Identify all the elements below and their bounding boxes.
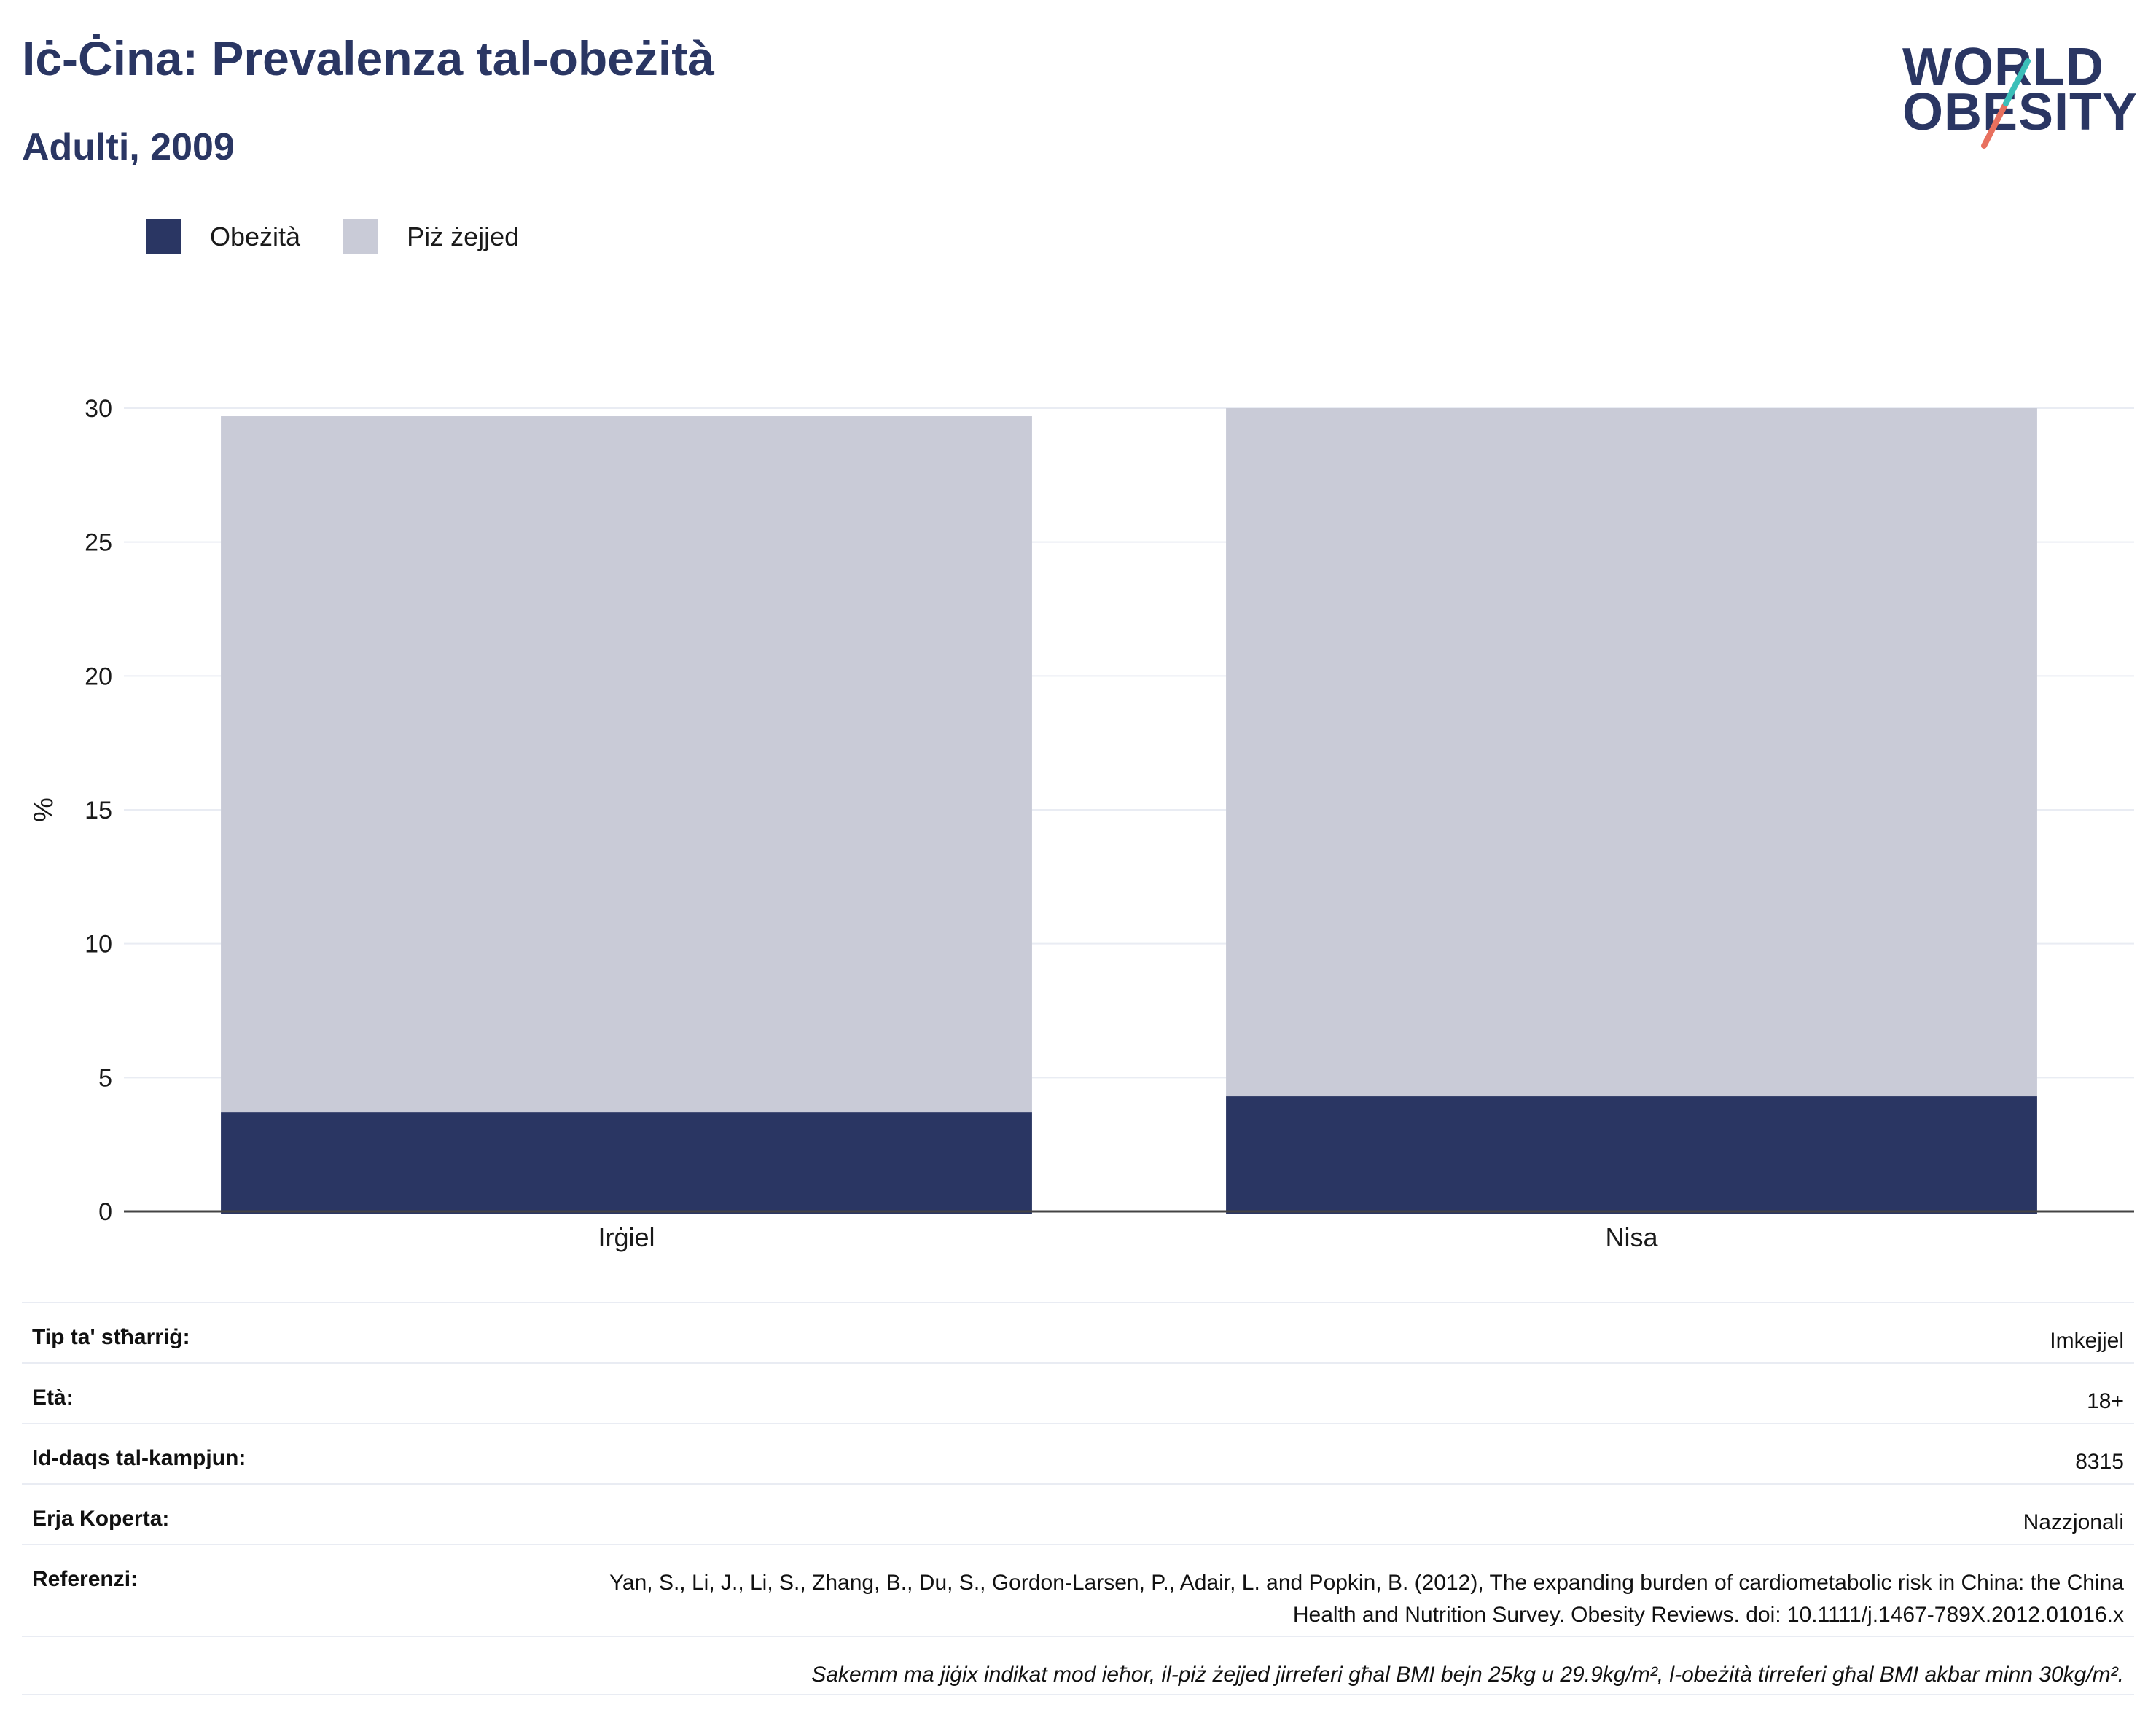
legend-label-overweight: Piż żejjed xyxy=(407,222,520,251)
info-key: Età: xyxy=(32,1386,74,1410)
info-value: 8315 xyxy=(2075,1450,2124,1474)
info-row-note: Sakemm ma jiġix indikat mod ieħor, il-pi… xyxy=(22,1636,2134,1695)
y-tick-label: 0 xyxy=(98,1198,112,1226)
page-title: Iċ-Ċina: Prevalenza tal-obeżità xyxy=(22,31,714,85)
survey-info-table: Tip ta' stħarriġ: Imkejjel Età: 18+ Id-d… xyxy=(22,1302,2134,1695)
bar-overweight-0 xyxy=(221,416,1032,1113)
stacked-bar-chart: 0 5 10 15 20 25 30% Irġiel Nisa xyxy=(28,395,2134,1252)
y-tick-label: 15 xyxy=(85,797,112,824)
legend-swatch-obesity xyxy=(146,219,181,254)
legend-item-obesity: Obeżità xyxy=(146,219,300,254)
info-key: Tip ta' stħarriġ: xyxy=(32,1325,190,1349)
info-key: Referenzi: xyxy=(32,1567,138,1591)
info-row-sample-size: Id-daqs tal-kampjun: 8315 xyxy=(22,1423,2134,1483)
page-subtitle: Adulti, 2009 xyxy=(22,126,235,168)
info-value: Nazzjonali xyxy=(2023,1510,2124,1534)
info-key: Erja Koperta: xyxy=(32,1507,170,1531)
info-key: Id-daqs tal-kampjun: xyxy=(32,1446,246,1470)
y-tick-label: 20 xyxy=(85,663,112,690)
info-row-references: Referenzi: Yan, S., Li, J., Li, S., Zhan… xyxy=(22,1544,2134,1636)
info-row-age: Età: 18+ xyxy=(22,1362,2134,1423)
x-tick-label: Irġiel xyxy=(598,1222,655,1252)
bar-overweight-1 xyxy=(1226,408,2037,1097)
info-row-area-covered: Erja Koperta: Nazzjonali xyxy=(22,1483,2134,1544)
chart-legend: Obeżità Piż żejjed xyxy=(146,219,561,255)
legend-swatch-overweight xyxy=(343,219,378,254)
y-tick-label: 25 xyxy=(85,529,112,557)
info-row-survey-type: Tip ta' stħarriġ: Imkejjel xyxy=(22,1302,2134,1362)
bar-obesity-0 xyxy=(221,1112,1032,1214)
reference-text: Yan, S., Li, J., Li, S., Zhang, B., Du, … xyxy=(609,1571,2124,1627)
y-tick-label: 10 xyxy=(85,931,112,958)
y-axis-title: % xyxy=(28,797,59,822)
bmi-definition-note: Sakemm ma jiġix indikat mod ieħor, il-pi… xyxy=(811,1663,2124,1687)
x-tick-label: Nisa xyxy=(1605,1222,1658,1252)
info-value: Imkejjel xyxy=(2050,1329,2124,1353)
y-tick-label: 30 xyxy=(85,395,112,423)
bar-obesity-1 xyxy=(1226,1096,2037,1214)
world-obesity-logo: WORLD OBESITY xyxy=(1902,36,2137,153)
legend-label-obesity: Obeżità xyxy=(210,222,301,251)
info-value: 18+ xyxy=(2087,1389,2124,1413)
y-tick-label: 5 xyxy=(98,1064,112,1092)
legend-item-overweight: Piż żejjed xyxy=(343,219,519,254)
